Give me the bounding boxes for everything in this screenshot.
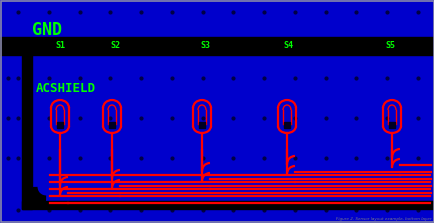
Text: S4: S4: [283, 41, 293, 50]
Bar: [22, 201, 432, 209]
Text: S5: S5: [384, 41, 394, 50]
Text: S3: S3: [200, 41, 210, 50]
Text: ACSHIELD: ACSHIELD: [36, 81, 96, 95]
Bar: [22, 55, 32, 209]
Text: GND: GND: [32, 21, 62, 39]
Text: Figure 2. Sensor layout example, bottom layer: Figure 2. Sensor layout example, bottom …: [335, 217, 431, 221]
Bar: [0, 37, 434, 55]
Text: S1: S1: [55, 41, 65, 50]
Text: S2: S2: [110, 41, 120, 50]
